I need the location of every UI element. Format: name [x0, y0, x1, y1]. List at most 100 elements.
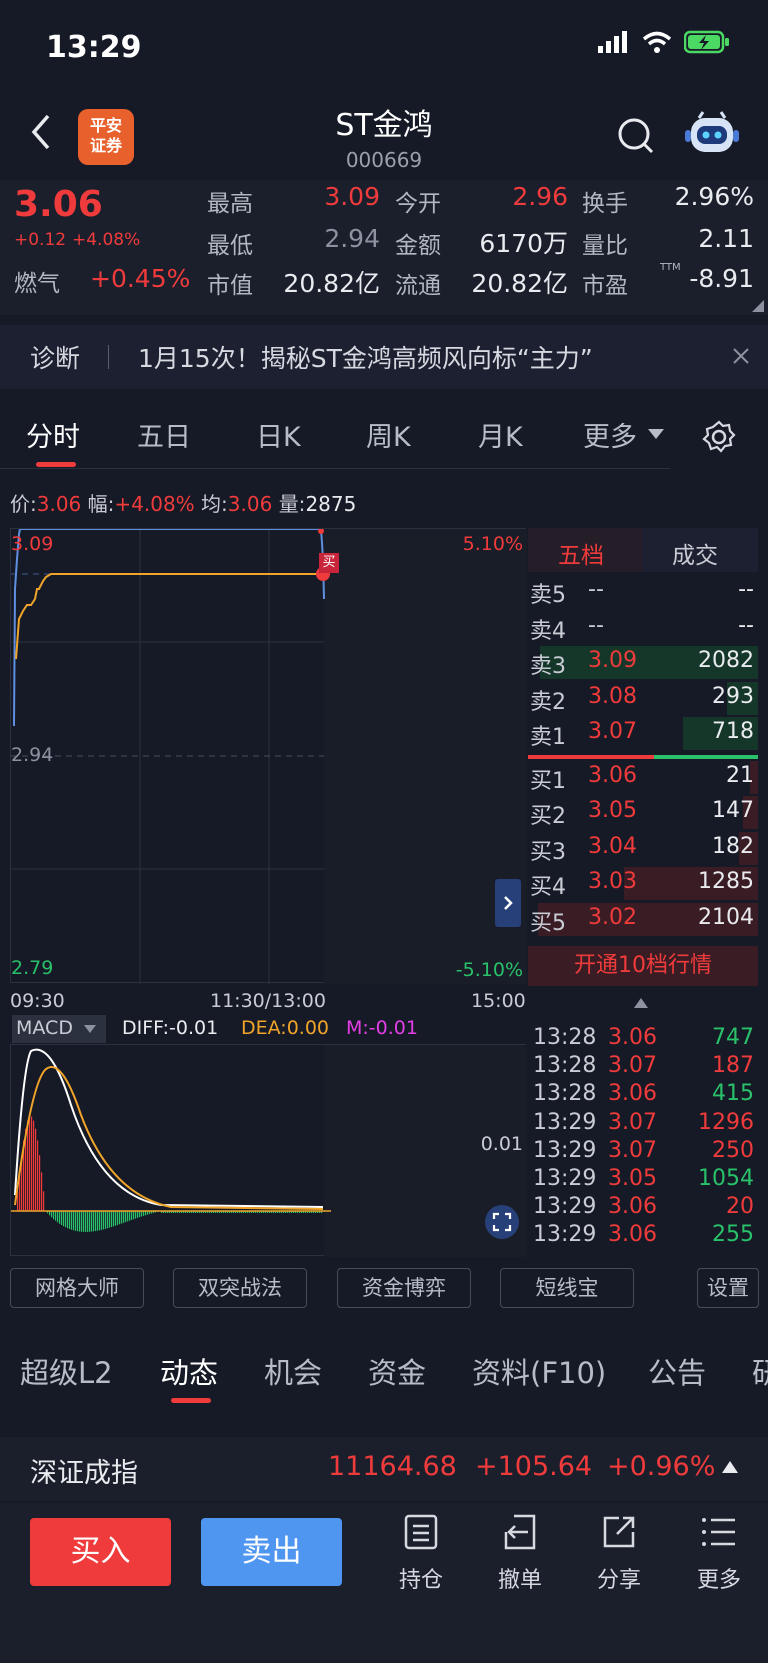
macd-axis-label: 0.01 — [480, 1133, 523, 1155]
sell-button[interactable]: 卖出 — [201, 1518, 342, 1586]
intraday-chart[interactable]: 3.09 2.94 2.79 5.10% -5.10% 买 — [10, 528, 527, 984]
tab-dynamics[interactable]: 动态 — [160, 1356, 219, 1390]
tab-trades[interactable]: 成交 — [672, 543, 718, 569]
tab-daily-k[interactable]: 日K — [256, 422, 301, 453]
ask-row[interactable]: 卖5 -- -- — [528, 573, 758, 610]
robot-assistant-icon[interactable] — [685, 110, 739, 158]
tick-volume: 747 — [712, 1025, 754, 1050]
level-label: 买4 — [530, 875, 566, 900]
tab-funds[interactable]: 资金 — [368, 1356, 427, 1390]
expand-panel-button[interactable] — [495, 879, 521, 927]
capital-game-button[interactable]: 资金博弈 — [337, 1268, 471, 1308]
turnover-value: 2.96% — [674, 182, 754, 211]
level-label: 买2 — [530, 804, 566, 829]
diff-line — [14, 1048, 324, 1208]
tab-intraday[interactable]: 分时 — [26, 422, 80, 453]
tab-five-day[interactable]: 五日 — [137, 422, 191, 453]
tab-announcements[interactable]: 公告 — [648, 1356, 707, 1390]
lower-tab-indicator — [171, 1398, 211, 1403]
macd-histogram-bar — [219, 1211, 221, 1213]
bid-row[interactable]: 买1 3.06 21 — [528, 759, 758, 796]
tick-time: 13:29 — [533, 1137, 597, 1163]
time-end: 15:00 — [471, 990, 526, 1012]
tick-volume: 187 — [712, 1053, 754, 1079]
macd-histogram-bar — [321, 1211, 323, 1213]
share-button[interactable]: 分享 — [584, 1512, 654, 1594]
level-label: 卖3 — [530, 654, 566, 679]
bid-row[interactable]: 买4 3.03 1285 — [528, 865, 758, 902]
bid-row[interactable]: 买2 3.05 147 — [528, 794, 758, 831]
expand-up-icon[interactable] — [722, 1461, 738, 1473]
short-line-button[interactable]: 短线宝 — [500, 1268, 634, 1308]
axis-mid-price: 2.94 — [11, 744, 54, 766]
macd-histogram-bar — [199, 1211, 201, 1213]
tick-row: 13:29 3.07 1296 — [530, 1110, 758, 1138]
tab-opportunity[interactable]: 机会 — [264, 1356, 323, 1390]
ask-row[interactable]: 卖2 3.08 293 — [528, 680, 758, 717]
level-price: 3.06 — [588, 762, 637, 788]
macd-histogram-bar — [293, 1211, 295, 1213]
grid-master-button[interactable]: 网格大师 — [10, 1268, 144, 1308]
volratio-value: 2.11 — [698, 224, 754, 253]
macd-chart[interactable]: 0.01 — [10, 1044, 527, 1257]
macd-histogram-bar — [77, 1211, 79, 1232]
gear-icon[interactable] — [702, 420, 736, 454]
diagnosis-text[interactable]: 1月15次！揭秘ST金鸿高频风向标“主力” — [138, 344, 593, 373]
tab-more[interactable]: 更多 — [583, 422, 637, 453]
position-button[interactable]: 持仓 — [386, 1512, 456, 1594]
index-bar[interactable]: 深证成指 11164.68 +105.64 +0.96% — [0, 1437, 768, 1501]
bid-row[interactable]: 买5 3.02 2104 — [528, 901, 758, 938]
macd-histogram-bar — [303, 1211, 305, 1213]
tab-five-levels[interactable]: 五档 — [558, 543, 604, 569]
macd-histogram-bar — [131, 1211, 133, 1220]
macd-histogram-bar — [229, 1211, 231, 1213]
info-range-label: 幅: — [87, 492, 115, 516]
ask-row[interactable]: 卖3 3.09 2082 — [528, 644, 758, 681]
tab-f10[interactable]: 资料(F10) — [472, 1356, 607, 1390]
ask-row[interactable]: 卖4 -- -- — [528, 609, 758, 646]
search-icon[interactable] — [616, 116, 656, 156]
tick-price: 3.07 — [608, 1053, 657, 1079]
upgrade-level10-button[interactable]: 开通10档行情 — [528, 946, 758, 986]
axis-bottom-price: 2.79 — [11, 957, 54, 979]
more-button[interactable]: 更多 — [684, 1512, 754, 1594]
close-icon[interactable] — [732, 347, 750, 365]
chevron-down-icon[interactable] — [648, 428, 664, 440]
tab-monthly-k[interactable]: 月K — [478, 422, 523, 453]
sector-name[interactable]: 燃气 — [14, 271, 60, 297]
tool-settings-button[interactable]: 设置 — [697, 1268, 759, 1308]
level-price: 3.05 — [588, 798, 637, 823]
broker-logo-line1: 平安 — [89, 116, 122, 135]
macd-histogram-bar — [267, 1211, 269, 1213]
tab-weekly-k[interactable]: 周K — [366, 422, 411, 453]
macd-histogram-bar — [125, 1211, 127, 1223]
share-label: 分享 — [596, 1568, 641, 1593]
stock-code: 000669 — [345, 148, 423, 172]
diagnosis-label: 诊断 — [30, 344, 81, 373]
bid-row[interactable]: 买3 3.04 182 — [528, 830, 758, 867]
macd-histogram-bar — [255, 1211, 257, 1213]
macd-histogram-bar — [41, 1172, 43, 1211]
macd-histogram-bar — [93, 1211, 95, 1232]
collapse-up-icon[interactable] — [634, 998, 648, 1008]
fullscreen-button[interactable] — [485, 1205, 519, 1239]
back-icon[interactable] — [26, 112, 56, 152]
buy-marker[interactable]: 买 — [319, 553, 339, 573]
macd-selector[interactable]: MACD — [12, 1015, 106, 1043]
macd-histogram-bar — [251, 1211, 253, 1213]
tick-row: 13:28 3.06 747 — [530, 1025, 758, 1053]
buy-button[interactable]: 买入 — [30, 1518, 171, 1586]
tab-research-clipped[interactable]: 研 — [752, 1350, 768, 1390]
index-name: 深证成指 — [30, 1458, 138, 1489]
cancel-order-button[interactable]: 撤单 — [485, 1512, 555, 1594]
expand-corner-icon[interactable] — [752, 300, 764, 312]
tab-super-l2[interactable]: 超级L2 — [20, 1356, 113, 1390]
volume-bar — [540, 646, 758, 679]
level-price: -- — [588, 612, 604, 638]
sector-pct[interactable]: +0.45% — [90, 264, 191, 293]
double-break-button[interactable]: 双突战法 — [173, 1268, 307, 1308]
macd-histogram-bar — [95, 1211, 97, 1232]
ask-row[interactable]: 卖1 3.07 718 — [528, 715, 758, 752]
price-change: +0.12 — [14, 230, 67, 250]
diagnosis-bar[interactable]: 诊断 1月15次！揭秘ST金鸿高频风向标“主力” — [0, 325, 768, 389]
